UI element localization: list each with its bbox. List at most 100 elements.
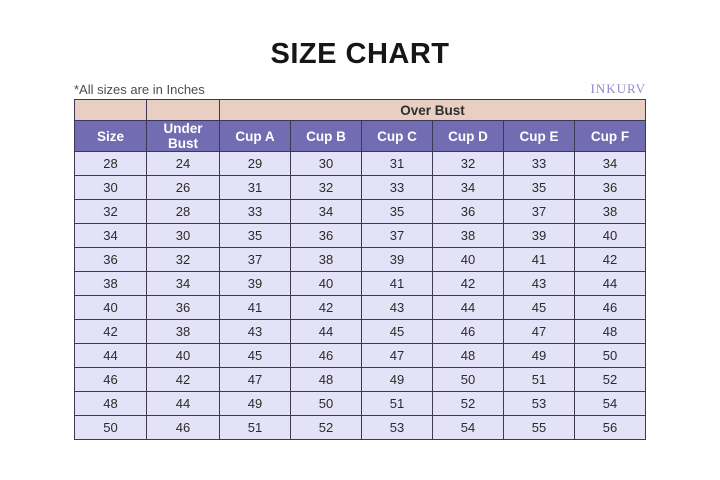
measurement-cell: 48 [432, 343, 504, 368]
table-row: 30 26 31 32 33 34 35 36 [74, 175, 646, 200]
measurement-cell: 43 [361, 295, 433, 320]
measurement-cell: 36 [432, 199, 504, 224]
size-cell: 46 [74, 367, 147, 392]
measurement-cell: 37 [503, 199, 575, 224]
size-cell: 48 [74, 391, 147, 416]
measurement-cell: 32 [432, 151, 504, 176]
measurement-cell: 42 [432, 271, 504, 296]
units-note: *All sizes are in Inches [74, 82, 205, 97]
measurement-cell: 35 [219, 223, 291, 248]
size-cell: 42 [74, 319, 147, 344]
measurement-cell: 44 [574, 271, 646, 296]
column-header-cup-f: Cup F [574, 120, 646, 152]
measurement-cell: 38 [574, 199, 646, 224]
measurement-cell: 38 [290, 247, 362, 272]
measurement-cell: 43 [503, 271, 575, 296]
measurement-cell: 52 [574, 367, 646, 392]
empty-corner-cell [74, 99, 147, 121]
table-row: 44 40 45 46 47 48 49 50 [74, 343, 646, 368]
measurement-cell: 48 [574, 319, 646, 344]
measurement-cell: 32 [290, 175, 362, 200]
column-header-under-bust: Under Bust [146, 120, 220, 152]
measurement-cell: 43 [219, 319, 291, 344]
measurement-cell: 56 [574, 415, 646, 440]
measurement-cell: 31 [219, 175, 291, 200]
column-header-cup-c: Cup C [361, 120, 433, 152]
measurement-cell: 53 [503, 391, 575, 416]
measurement-cell: 44 [290, 319, 362, 344]
measurement-cell: 30 [146, 223, 220, 248]
column-header-row: Size Under Bust Cup A Cup B Cup C Cup D … [74, 120, 646, 152]
measurement-cell: 49 [361, 367, 433, 392]
size-cell: 36 [74, 247, 147, 272]
measurement-cell: 40 [290, 271, 362, 296]
measurement-cell: 46 [574, 295, 646, 320]
meta-row: *All sizes are in Inches INKURV [74, 81, 646, 97]
measurement-cell: 28 [146, 199, 220, 224]
size-cell: 50 [74, 415, 147, 440]
measurement-cell: 40 [146, 343, 220, 368]
size-chart-table: Over Bust Size Under Bust Cup A Cup B Cu… [74, 99, 646, 440]
measurement-cell: 33 [503, 151, 575, 176]
measurement-cell: 49 [219, 391, 291, 416]
measurement-cell: 37 [361, 223, 433, 248]
over-bust-band-row: Over Bust [74, 99, 646, 121]
measurement-cell: 34 [146, 271, 220, 296]
over-bust-group-header: Over Bust [219, 99, 646, 121]
size-table-body: 28 24 29 30 31 32 33 34 30 26 31 32 33 34 35 36 32 28 33 34… [74, 151, 646, 440]
size-cell: 30 [74, 175, 147, 200]
measurement-cell: 26 [146, 175, 220, 200]
measurement-cell: 50 [574, 343, 646, 368]
measurement-cell: 45 [219, 343, 291, 368]
measurement-cell: 34 [432, 175, 504, 200]
size-cell: 44 [74, 343, 147, 368]
measurement-cell: 50 [290, 391, 362, 416]
page-title: SIZE CHART [270, 38, 450, 70]
column-header-cup-d: Cup D [432, 120, 504, 152]
column-header-cup-b: Cup B [290, 120, 362, 152]
measurement-cell: 32 [146, 247, 220, 272]
brand-wordmark: INKURV [590, 81, 646, 96]
measurement-cell: 41 [503, 247, 575, 272]
measurement-cell: 36 [574, 175, 646, 200]
measurement-cell: 35 [361, 199, 433, 224]
measurement-cell: 50 [432, 367, 504, 392]
table-row: 34 30 35 36 37 38 39 40 [74, 223, 646, 248]
measurement-cell: 31 [361, 151, 433, 176]
measurement-cell: 47 [503, 319, 575, 344]
measurement-cell: 48 [290, 367, 362, 392]
measurement-cell: 40 [574, 223, 646, 248]
table-row: 46 42 47 48 49 50 51 52 [74, 367, 646, 392]
measurement-cell: 47 [219, 367, 291, 392]
measurement-cell: 46 [290, 343, 362, 368]
measurement-cell: 33 [219, 199, 291, 224]
table-row: 32 28 33 34 35 36 37 38 [74, 199, 646, 224]
measurement-cell: 34 [574, 151, 646, 176]
measurement-cell: 39 [503, 223, 575, 248]
measurement-cell: 30 [290, 151, 362, 176]
measurement-cell: 49 [503, 343, 575, 368]
measurement-cell: 55 [503, 415, 575, 440]
measurement-cell: 44 [432, 295, 504, 320]
measurement-cell: 40 [432, 247, 504, 272]
measurement-cell: 38 [432, 223, 504, 248]
table-row: 50 46 51 52 53 54 55 56 [74, 415, 646, 440]
measurement-cell: 45 [503, 295, 575, 320]
measurement-cell: 52 [432, 391, 504, 416]
measurement-cell: 41 [361, 271, 433, 296]
measurement-cell: 36 [146, 295, 220, 320]
column-header-cup-e: Cup E [503, 120, 575, 152]
measurement-cell: 34 [290, 199, 362, 224]
table-row: 42 38 43 44 45 46 47 48 [74, 319, 646, 344]
measurement-cell: 41 [219, 295, 291, 320]
size-cell: 28 [74, 151, 147, 176]
measurement-cell: 42 [146, 367, 220, 392]
measurement-cell: 24 [146, 151, 220, 176]
measurement-cell: 37 [219, 247, 291, 272]
measurement-cell: 38 [146, 319, 220, 344]
measurement-cell: 51 [503, 367, 575, 392]
measurement-cell: 47 [361, 343, 433, 368]
size-cell: 38 [74, 271, 147, 296]
column-header-size: Size [74, 120, 147, 152]
table-row: 36 32 37 38 39 40 41 42 [74, 247, 646, 272]
